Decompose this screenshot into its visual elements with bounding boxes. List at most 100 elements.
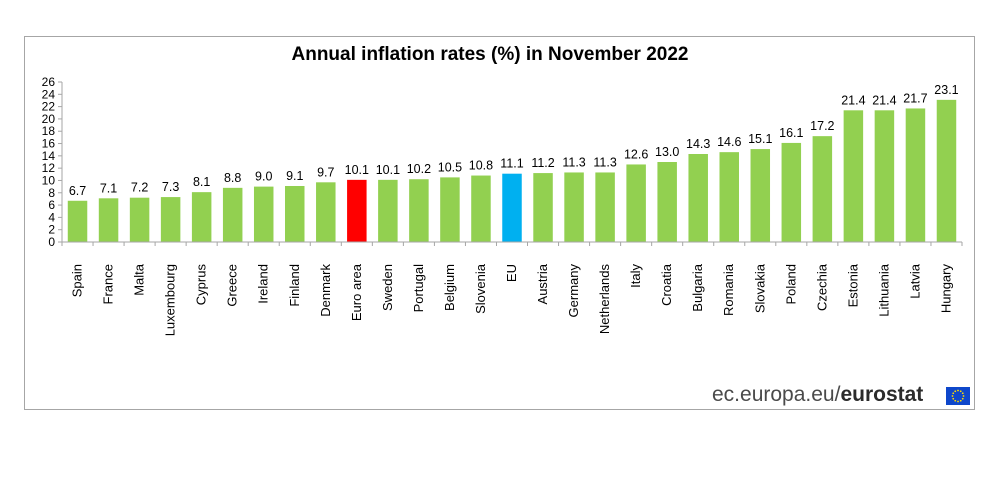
bar (191, 192, 212, 242)
data-label: 9.0 (255, 170, 272, 184)
category-label: Denmark (318, 264, 333, 317)
y-tick-label: 22 (42, 100, 56, 114)
category-label: Croatia (659, 263, 674, 306)
bar (502, 173, 522, 242)
category-label: Romania (721, 263, 736, 316)
data-label: 6.7 (69, 184, 86, 198)
bar (843, 110, 864, 242)
data-label: 7.3 (162, 180, 179, 194)
category-label: Austria (535, 263, 550, 304)
y-tick-label: 14 (42, 149, 56, 163)
y-tick-label: 16 (42, 137, 56, 151)
category-label: EU (504, 264, 519, 282)
data-label: 14.3 (686, 137, 710, 151)
flag-star (962, 395, 965, 397)
bar (409, 179, 429, 242)
y-tick-label: 8 (48, 186, 55, 200)
y-tick-label: 4 (48, 210, 55, 224)
data-label: 10.1 (376, 163, 400, 177)
y-tick-label: 24 (42, 87, 56, 101)
flag-star (954, 390, 957, 393)
data-label: 11.3 (593, 155, 616, 169)
data-label: 10.5 (438, 160, 462, 174)
category-label: Sweden (380, 264, 395, 311)
flag-star (952, 397, 955, 400)
bar (533, 173, 553, 242)
y-tick-label: 18 (42, 124, 56, 138)
bar (688, 154, 708, 242)
data-label: 11.1 (500, 157, 523, 171)
data-label: 21.4 (841, 93, 865, 107)
data-label: 16.1 (779, 126, 803, 140)
data-label: 10.8 (469, 159, 493, 173)
bar (626, 164, 646, 242)
flag-star (959, 399, 962, 402)
data-label: 7.1 (100, 181, 117, 195)
category-label: Estonia (845, 263, 860, 307)
flag-star (959, 390, 962, 393)
bar (781, 142, 802, 242)
data-label: 21.4 (872, 93, 896, 107)
data-label: 8.1 (193, 175, 210, 189)
bar (471, 175, 491, 242)
bar (936, 99, 957, 242)
y-tick-label: 0 (48, 235, 55, 249)
source-credit[interactable]: ec.europa.eu/eurostat (712, 383, 923, 407)
category-label: Lithuania (876, 263, 891, 317)
flag-star (957, 389, 959, 392)
category-label: Spain (70, 264, 85, 297)
category-label: Slovakia (752, 263, 767, 313)
category-label: Ireland (256, 264, 271, 304)
category-label: Luxembourg (163, 264, 178, 336)
bar (750, 149, 771, 242)
data-label: 12.6 (624, 147, 648, 161)
category-label: Bulgaria (690, 263, 705, 311)
source-brand: eurostat (840, 383, 924, 406)
chart-title: Annual inflation rates (%) in November 2… (291, 44, 689, 65)
data-label: 10.1 (345, 163, 369, 177)
bar (347, 179, 367, 242)
category-label: Finland (287, 264, 302, 307)
bar (812, 136, 833, 242)
bar (129, 197, 150, 242)
data-label: 17.2 (810, 119, 834, 133)
data-label: 9.7 (317, 165, 334, 179)
data-label: 11.3 (562, 155, 585, 169)
category-label: Poland (783, 264, 798, 304)
flag-star (961, 392, 964, 395)
bar (253, 186, 274, 242)
data-label: 7.2 (131, 181, 148, 195)
category-label: Hungary (938, 264, 953, 314)
bar (595, 172, 615, 242)
bar (67, 200, 88, 242)
data-label: 13.0 (655, 145, 679, 159)
category-label: Belgium (442, 264, 457, 311)
category-label: Latvia (907, 263, 922, 298)
y-tick-label: 12 (42, 161, 56, 175)
data-label: 15.1 (748, 132, 772, 146)
x-axis: Spain France Malta Luxembourg Cyprus Greece Ir… (61, 241, 963, 336)
category-label: Italy (628, 264, 643, 288)
bar (160, 197, 181, 242)
bar (440, 177, 460, 242)
y-tick-label: 2 (48, 223, 55, 237)
bar (657, 162, 677, 242)
flag-star (951, 395, 954, 397)
category-label: France (101, 264, 116, 304)
data-label: 11.2 (531, 156, 554, 170)
data-label: 8.8 (224, 171, 241, 185)
category-label: Cyprus (194, 264, 209, 306)
bar (316, 182, 336, 242)
y-tick-label: 20 (42, 112, 56, 126)
flag-star (957, 400, 959, 403)
category-label: Germany (566, 264, 581, 318)
data-label: 23.1 (934, 83, 958, 97)
bar (98, 198, 119, 242)
category-label: Portugal (411, 264, 426, 313)
category-label: Slovenia (473, 263, 488, 314)
category-label: Malta (132, 263, 147, 296)
bar (222, 187, 243, 242)
bar (564, 172, 584, 242)
